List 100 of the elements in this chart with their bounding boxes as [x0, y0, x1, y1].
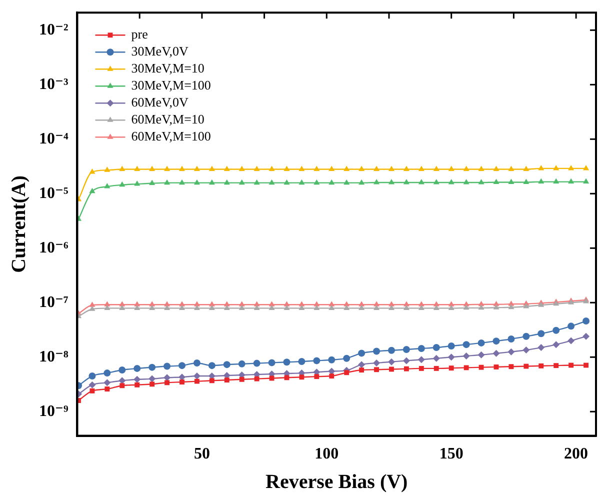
point — [538, 363, 544, 368]
point — [358, 179, 365, 185]
point — [493, 166, 500, 172]
point — [432, 354, 440, 362]
point — [268, 166, 275, 172]
legend-label: 60MeV,M=10 — [131, 112, 204, 127]
point — [463, 304, 470, 310]
point — [582, 178, 590, 184]
point — [298, 166, 305, 172]
point — [523, 302, 530, 308]
point — [344, 370, 350, 376]
point — [448, 342, 455, 350]
point — [328, 166, 335, 172]
y-tick-label: 10⁻⁴ — [38, 130, 68, 148]
point — [582, 318, 590, 325]
point — [194, 378, 200, 384]
point — [299, 374, 304, 380]
point — [359, 368, 364, 372]
point — [478, 304, 484, 310]
point — [118, 366, 126, 374]
point — [88, 381, 96, 388]
point — [523, 166, 530, 172]
point — [180, 380, 184, 384]
point — [164, 374, 171, 382]
point — [373, 304, 380, 310]
point — [328, 304, 335, 310]
point — [150, 382, 155, 387]
point — [358, 350, 366, 357]
point — [269, 376, 274, 381]
point — [373, 348, 380, 355]
point — [373, 166, 380, 172]
point — [492, 338, 500, 345]
point — [119, 181, 126, 187]
point — [224, 301, 230, 306]
point — [388, 358, 395, 366]
y-tick-label: 10⁻⁷ — [38, 294, 68, 311]
point — [284, 375, 290, 380]
point — [314, 166, 320, 172]
point — [568, 322, 575, 330]
x-tick-label: 200 — [564, 446, 588, 463]
x-tick-label: 150 — [439, 446, 464, 463]
point — [164, 179, 170, 185]
point — [389, 366, 394, 372]
point — [254, 179, 260, 185]
point — [254, 304, 260, 310]
point — [343, 354, 350, 362]
point — [433, 166, 440, 172]
point — [164, 166, 170, 172]
point — [403, 166, 410, 172]
point — [104, 183, 110, 188]
point — [239, 376, 244, 382]
point — [358, 304, 365, 310]
point — [402, 346, 410, 354]
point — [149, 166, 156, 172]
point — [464, 365, 469, 370]
point — [149, 304, 156, 310]
point — [268, 304, 275, 310]
point — [314, 179, 320, 185]
point — [418, 166, 424, 172]
point — [329, 374, 334, 378]
y-tick-label: 10⁻⁵ — [38, 184, 68, 202]
point — [104, 304, 110, 310]
point — [224, 378, 230, 382]
point — [134, 376, 141, 383]
x-axis-title: Reverse Bias (V) — [266, 471, 408, 494]
point — [403, 304, 410, 310]
point — [373, 179, 380, 184]
point — [164, 304, 170, 310]
point — [194, 304, 200, 310]
point — [478, 351, 485, 358]
point — [433, 179, 440, 184]
point — [298, 301, 305, 306]
point — [404, 366, 409, 372]
x-tick-label: 50 — [194, 446, 210, 463]
point — [373, 360, 380, 367]
point — [134, 166, 140, 172]
point — [448, 301, 454, 306]
point — [538, 330, 545, 338]
point — [148, 364, 156, 371]
y-tick-label: 10⁻⁸ — [38, 348, 68, 366]
point — [552, 326, 560, 334]
point — [328, 301, 335, 306]
point — [508, 166, 514, 172]
point — [178, 304, 186, 310]
point — [448, 304, 454, 310]
point — [314, 304, 320, 310]
point — [463, 166, 470, 172]
point — [478, 339, 485, 346]
point — [508, 364, 514, 370]
point — [224, 304, 230, 310]
point — [90, 388, 95, 394]
point — [418, 344, 425, 352]
point — [538, 344, 545, 352]
point — [164, 380, 170, 386]
point — [463, 179, 470, 184]
point — [148, 375, 156, 382]
point — [344, 304, 350, 310]
point — [284, 179, 290, 185]
point — [89, 306, 96, 311]
point — [298, 358, 306, 366]
